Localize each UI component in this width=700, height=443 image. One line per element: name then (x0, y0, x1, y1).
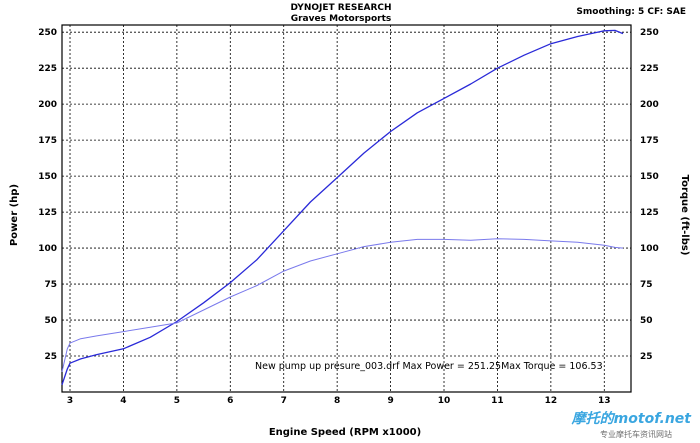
y2-axis-label: Torque (ft-lbs) (679, 175, 690, 256)
chart-subtitle: Graves Motorsports (291, 14, 392, 24)
y-tick-label: 50 (44, 316, 57, 326)
y2-tick-label: 125 (640, 208, 659, 218)
x-tick-label: 11 (491, 396, 504, 406)
y-tick-label: 100 (38, 244, 57, 254)
series-lines (61, 29, 624, 386)
watermark-logo: 摩托的motof.net (571, 410, 693, 427)
y2-tick-label: 150 (640, 172, 659, 182)
y-tick-label: 225 (38, 64, 57, 74)
y2-tick-label: 175 (640, 136, 659, 146)
x-tick-label: 10 (438, 396, 451, 406)
chart-title: DYNOJET RESEARCH (290, 3, 391, 13)
x-tick-label: 6 (227, 396, 233, 406)
x-tick-label: 5 (174, 396, 180, 406)
y-tick-label: 250 (38, 28, 57, 38)
y2-tick-label: 100 (640, 244, 659, 254)
y-tick-label: 125 (38, 208, 57, 218)
y-tick-label: 175 (38, 136, 57, 146)
y2-tick-label: 225 (640, 64, 659, 74)
y-axis-label: Power (hp) (9, 184, 20, 246)
y-tick-label: 200 (38, 100, 57, 110)
plot-frame (61, 24, 632, 393)
x-tick-label: 4 (120, 396, 126, 406)
x-tick-label: 9 (387, 396, 393, 406)
x-tick-label: 8 (334, 396, 340, 406)
watermark-tagline: 专业摩托车资讯网站 (600, 429, 672, 439)
y2-tick-label: 25 (640, 352, 653, 362)
grid (62, 25, 631, 392)
x-tick-label: 3 (67, 396, 73, 406)
torque-curve (61, 238, 624, 373)
y2-tick-label: 200 (640, 100, 659, 110)
y2-tick-label: 250 (640, 28, 659, 38)
tick-labels: 3 4 5 6 7 8 9 10 11 12 13 25 25 50 50 75 75 100 100 125 125 1… (38, 28, 659, 406)
x-tick-label: 13 (598, 396, 611, 406)
y2-tick-label: 75 (640, 280, 653, 290)
y-tick-label: 75 (44, 280, 57, 290)
x-tick-label: 7 (281, 396, 287, 406)
y-tick-label: 25 (44, 352, 57, 362)
max-annotation: New pump up presure_003.drf Max Power = … (255, 361, 603, 372)
smoothing-info: Smoothing: 5 CF: SAE (576, 7, 686, 17)
y2-tick-label: 50 (640, 316, 653, 326)
x-tick-label: 12 (545, 396, 558, 406)
x-axis-label: Engine Speed (RPM x1000) (269, 427, 421, 438)
power-curve (61, 29, 624, 386)
y-tick-label: 150 (38, 172, 57, 182)
